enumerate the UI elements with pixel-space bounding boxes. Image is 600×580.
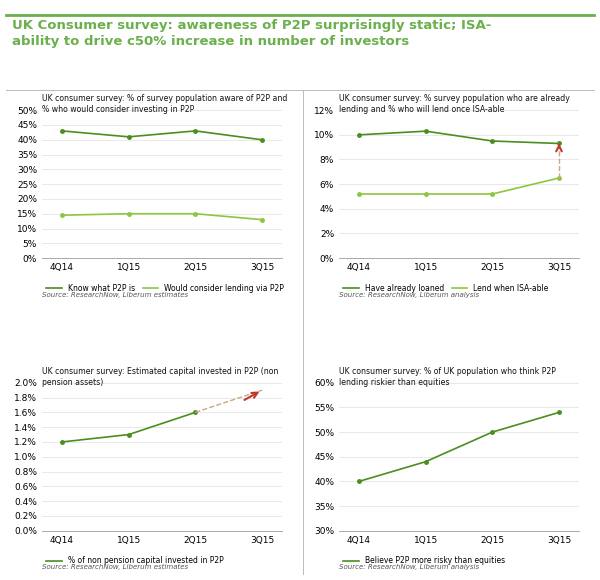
- Text: UK consumer survey: % of UK population who think P2P
lending riskier than equiti: UK consumer survey: % of UK population w…: [339, 367, 556, 387]
- Text: UK consumer survey: % of survey population aware of P2P and
% who would consider: UK consumer survey: % of survey populati…: [42, 94, 287, 114]
- Text: Source: ResearchNow, Liberum estimates: Source: ResearchNow, Liberum estimates: [42, 292, 188, 298]
- Text: Source: ResearchNow, Liberum analysis: Source: ResearchNow, Liberum analysis: [339, 564, 479, 570]
- Text: UK consumer survey: % survey population who are already
lending and % who will l: UK consumer survey: % survey population …: [339, 94, 570, 114]
- Legend: Believe P2P more risky than equities: Believe P2P more risky than equities: [340, 553, 508, 568]
- Legend: Know what P2P is, Would consider lending via P2P: Know what P2P is, Would consider lending…: [43, 281, 287, 296]
- Text: Source: ResearchNow, Liberum analysis: Source: ResearchNow, Liberum analysis: [339, 292, 479, 298]
- Text: Source: ResearchNow, Liberum estimates: Source: ResearchNow, Liberum estimates: [42, 564, 188, 571]
- Text: UK Consumer survey: awareness of P2P surprisingly static; ISA-
ability to drive : UK Consumer survey: awareness of P2P sur…: [12, 19, 491, 48]
- Text: UK consumer survey: Estimated capital invested in P2P (non
pension assets): UK consumer survey: Estimated capital in…: [42, 367, 278, 387]
- Legend: Have already loaned, Lend when ISA-able: Have already loaned, Lend when ISA-able: [340, 281, 551, 296]
- Legend: % of non pension capital invested in P2P: % of non pension capital invested in P2P: [43, 553, 227, 568]
